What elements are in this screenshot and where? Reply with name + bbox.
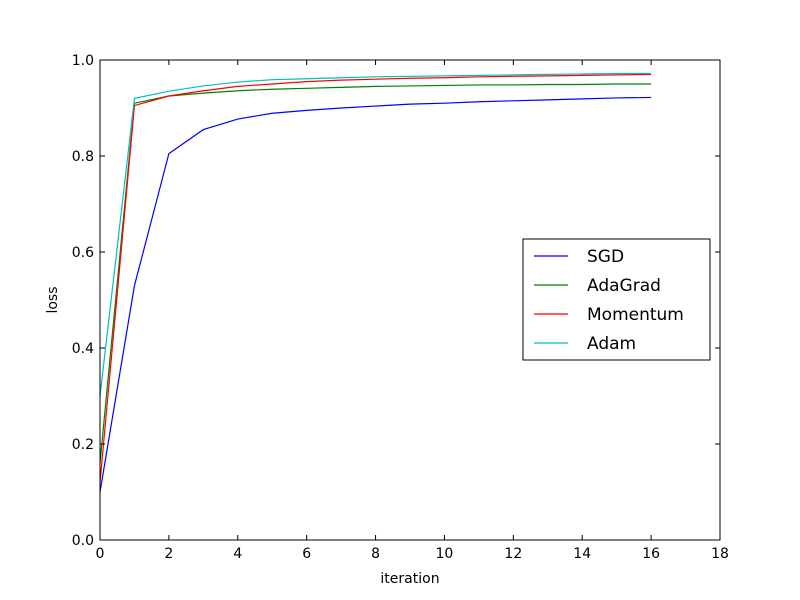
series-line-adam xyxy=(99,72,652,397)
y-tick-label: 0.8 xyxy=(72,149,94,165)
legend-label-adam: Adam xyxy=(587,334,636,354)
legend: SGD AdaGrad Momentum Adam xyxy=(522,238,711,361)
y-tick-label: 0.0 xyxy=(72,533,94,549)
x-tick-label: 16 xyxy=(642,546,660,562)
legend-label-momentum: Momentum xyxy=(587,305,684,325)
x-tick-label: 14 xyxy=(573,546,591,562)
legend-label-sgd: SGD xyxy=(587,247,624,267)
x-tick-label: 0 xyxy=(96,546,105,562)
x-axis-title: iteration xyxy=(380,571,439,587)
y-tick-label: 1.0 xyxy=(72,53,94,69)
series-line-sgd xyxy=(99,96,652,493)
x-tick-label: 6 xyxy=(302,546,311,562)
legend-box xyxy=(522,238,711,361)
series-line-adagrad xyxy=(99,83,652,464)
x-tick-label: 4 xyxy=(233,546,242,562)
axes-frame xyxy=(99,59,721,541)
x-tick-label: 8 xyxy=(371,546,380,562)
x-tick-label: 18 xyxy=(711,546,729,562)
plot-lines xyxy=(99,72,652,493)
x-tick-label: 10 xyxy=(436,546,454,562)
y-axis-title: loss xyxy=(45,286,61,313)
series-line-momentum xyxy=(99,73,652,483)
axis-ticks: 0 2 4 6 8 10 12 14 16 18 0.0 0.2 0.4 0.6 0.8 1.0 xyxy=(72,53,729,562)
legend-label-adagrad: AdaGrad xyxy=(587,276,661,296)
y-tick-label: 0.4 xyxy=(72,341,94,357)
y-tick-label: 0.6 xyxy=(72,245,94,261)
x-tick-label: 2 xyxy=(164,546,173,562)
y-tick-label: 0.2 xyxy=(72,437,94,453)
x-tick-label: 12 xyxy=(504,546,522,562)
